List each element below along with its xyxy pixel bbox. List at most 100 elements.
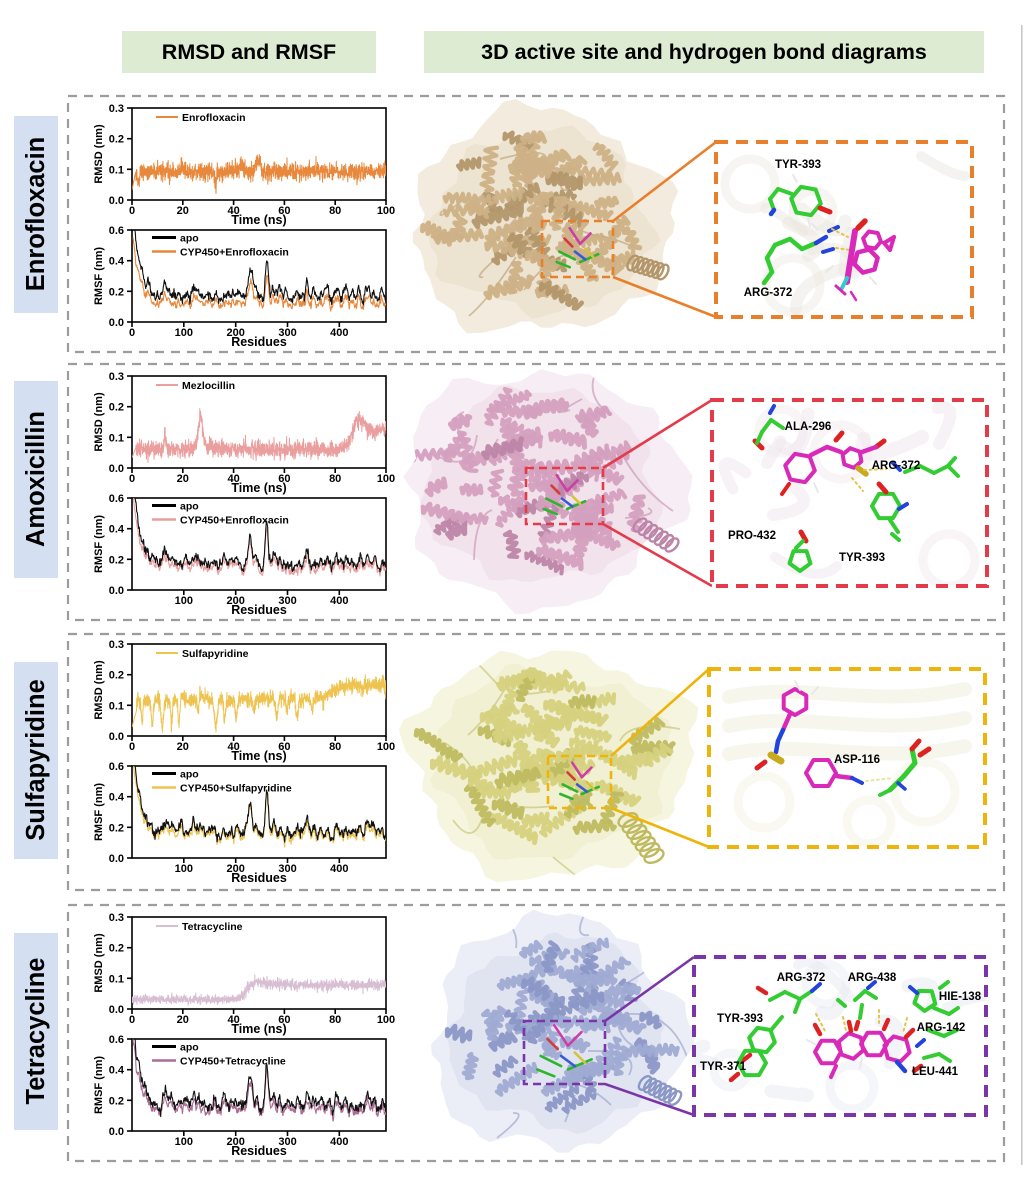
- svg-text:TYR-393: TYR-393: [717, 1013, 763, 1025]
- svg-text:0.0: 0.0: [109, 585, 124, 597]
- svg-text:RMSD (nm): RMSD (nm): [93, 124, 105, 184]
- svg-text:ARG-372: ARG-372: [777, 972, 826, 984]
- svg-text:0.1: 0.1: [109, 700, 124, 712]
- svg-text:Amoxicillin: Amoxicillin: [22, 411, 50, 547]
- svg-text:Residues: Residues: [231, 335, 287, 349]
- svg-text:100: 100: [175, 863, 193, 875]
- svg-text:20: 20: [177, 1014, 189, 1026]
- svg-text:100: 100: [175, 595, 193, 607]
- svg-text:RMSF (nm): RMSF (nm): [93, 783, 105, 841]
- svg-text:20: 20: [177, 473, 189, 485]
- svg-text:40: 40: [227, 741, 239, 753]
- svg-text:Time (ns): Time (ns): [231, 481, 286, 495]
- svg-text:ARG-438: ARG-438: [848, 972, 897, 984]
- svg-text:apo: apo: [180, 501, 199, 513]
- svg-text:0.0: 0.0: [109, 731, 124, 743]
- svg-text:200: 200: [226, 595, 244, 607]
- svg-text:0.0: 0.0: [109, 1126, 124, 1138]
- svg-text:Mezlocillin: Mezlocillin: [182, 380, 235, 392]
- svg-text:0.0: 0.0: [109, 1004, 124, 1016]
- svg-text:300: 300: [278, 863, 296, 875]
- svg-text:0.6: 0.6: [109, 761, 124, 773]
- svg-text:RMSF (nm): RMSF (nm): [93, 515, 105, 573]
- svg-text:Enrofloxacin: Enrofloxacin: [22, 137, 50, 291]
- svg-text:ARG-142: ARG-142: [917, 1022, 966, 1034]
- svg-text:200: 200: [226, 1136, 244, 1148]
- svg-text:Sulfapyridine: Sulfapyridine: [22, 679, 50, 841]
- svg-text:ARG-372: ARG-372: [872, 460, 921, 472]
- svg-text:0.4: 0.4: [109, 1065, 125, 1077]
- svg-text:0.0: 0.0: [109, 463, 124, 475]
- svg-text:20: 20: [177, 741, 189, 753]
- svg-text:0.4: 0.4: [109, 524, 125, 536]
- svg-text:TYR-393: TYR-393: [775, 159, 821, 171]
- svg-text:TYR-393: TYR-393: [839, 552, 885, 564]
- svg-text:0.2: 0.2: [109, 670, 124, 682]
- svg-text:CYP450+Sulfapyridine: CYP450+Sulfapyridine: [180, 783, 292, 795]
- svg-text:0.3: 0.3: [109, 912, 124, 924]
- svg-text:0.1: 0.1: [109, 432, 124, 444]
- svg-text:0.0: 0.0: [109, 195, 124, 207]
- svg-text:40: 40: [227, 1014, 239, 1026]
- svg-text:80: 80: [329, 741, 341, 753]
- svg-text:apo: apo: [180, 233, 199, 245]
- svg-text:0: 0: [129, 741, 135, 753]
- svg-text:400: 400: [330, 595, 348, 607]
- svg-text:300: 300: [278, 595, 296, 607]
- svg-text:LEU-441: LEU-441: [912, 1066, 959, 1078]
- svg-text:80: 80: [329, 205, 341, 217]
- svg-text:40: 40: [227, 473, 239, 485]
- svg-text:60: 60: [278, 473, 290, 485]
- svg-text:Residues: Residues: [231, 1144, 287, 1158]
- svg-text:0: 0: [129, 205, 135, 217]
- svg-text:400: 400: [330, 327, 348, 339]
- svg-text:RMSF (nm): RMSF (nm): [93, 1056, 105, 1114]
- svg-text:100: 100: [377, 473, 395, 485]
- svg-text:Enrofloxacin: Enrofloxacin: [182, 112, 246, 124]
- svg-text:0.4: 0.4: [109, 792, 125, 804]
- svg-text:0: 0: [129, 473, 135, 485]
- svg-text:400: 400: [330, 863, 348, 875]
- svg-text:0: 0: [129, 327, 135, 339]
- svg-text:0.6: 0.6: [109, 225, 124, 237]
- svg-text:60: 60: [278, 205, 290, 217]
- svg-text:100: 100: [175, 1136, 193, 1148]
- svg-text:RMSD (nm): RMSD (nm): [93, 933, 105, 993]
- svg-text:CYP450+Tetracycline: CYP450+Tetracycline: [180, 1056, 286, 1068]
- svg-text:RMSD and RMSF: RMSD and RMSF: [162, 40, 336, 64]
- svg-text:Time (ns): Time (ns): [231, 749, 286, 763]
- svg-text:0.0: 0.0: [109, 317, 124, 329]
- svg-text:ARG-372: ARG-372: [744, 287, 793, 299]
- svg-text:TYR-371: TYR-371: [700, 1061, 747, 1073]
- svg-text:0.2: 0.2: [109, 134, 124, 146]
- svg-text:0: 0: [129, 1014, 135, 1026]
- svg-text:0.4: 0.4: [109, 256, 125, 268]
- svg-text:60: 60: [278, 1014, 290, 1026]
- svg-text:apo: apo: [180, 769, 199, 781]
- svg-text:0.0: 0.0: [109, 853, 124, 865]
- svg-text:0.2: 0.2: [109, 943, 124, 955]
- svg-text:0.3: 0.3: [109, 371, 124, 383]
- svg-text:100: 100: [377, 205, 395, 217]
- svg-text:100: 100: [377, 741, 395, 753]
- svg-text:Time (ns): Time (ns): [231, 213, 286, 227]
- svg-text:300: 300: [278, 327, 296, 339]
- svg-text:Residues: Residues: [231, 603, 287, 617]
- svg-text:80: 80: [329, 473, 341, 485]
- svg-text:80: 80: [329, 1014, 341, 1026]
- svg-text:Residues: Residues: [231, 871, 287, 885]
- svg-text:Tetracycline: Tetracycline: [22, 958, 50, 1105]
- svg-text:200: 200: [226, 327, 244, 339]
- svg-text:Time (ns): Time (ns): [231, 1022, 286, 1036]
- svg-text:ALA-296: ALA-296: [785, 421, 832, 433]
- svg-text:100: 100: [377, 1014, 395, 1026]
- svg-text:0.6: 0.6: [109, 1034, 124, 1046]
- svg-text:0.6: 0.6: [109, 493, 124, 505]
- svg-text:100: 100: [175, 327, 193, 339]
- svg-text:apo: apo: [180, 1042, 199, 1054]
- svg-text:Sulfapyridine: Sulfapyridine: [182, 648, 249, 660]
- svg-text:0.1: 0.1: [109, 164, 124, 176]
- svg-text:200: 200: [226, 863, 244, 875]
- svg-text:Tetracycline: Tetracycline: [182, 921, 243, 933]
- svg-text:0.2: 0.2: [109, 822, 124, 834]
